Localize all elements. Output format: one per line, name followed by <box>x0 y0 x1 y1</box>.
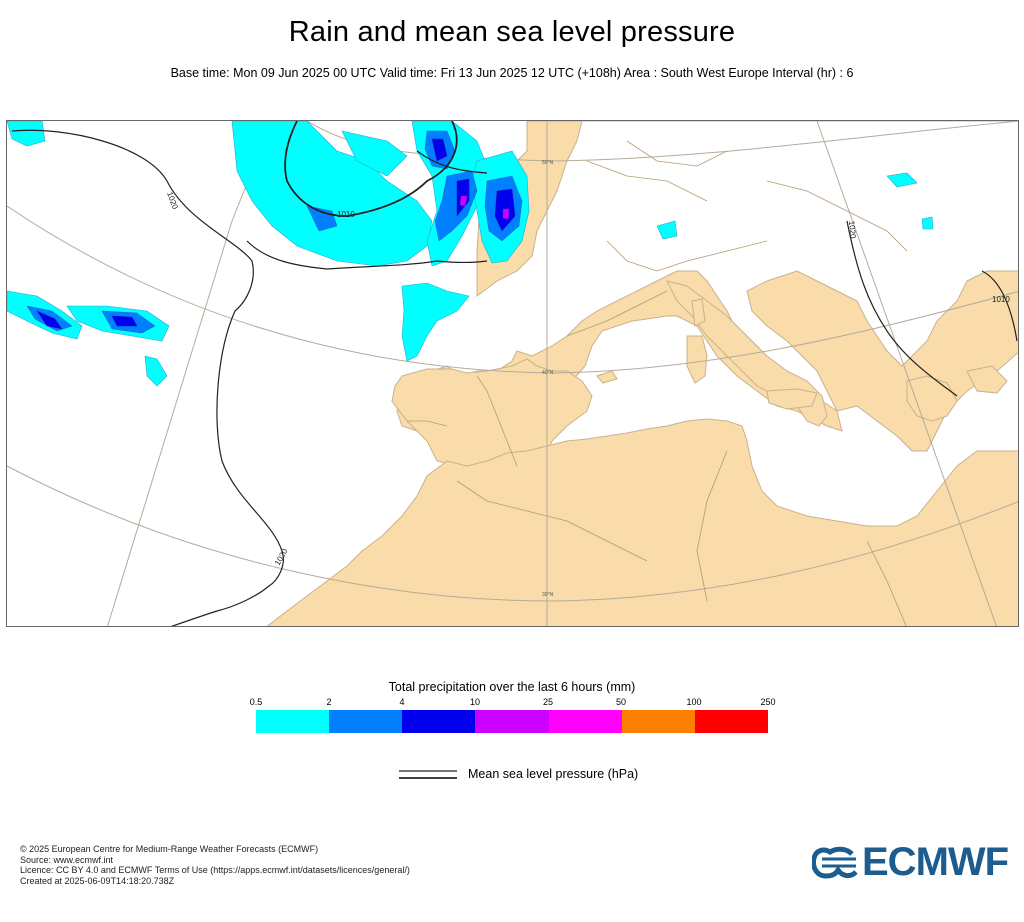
legend-tick: 4 <box>399 697 405 707</box>
ecmwf-logo-icon <box>812 846 858 879</box>
color-bar-cell <box>621 710 695 733</box>
legend-tick: 10 <box>469 697 481 707</box>
borders <box>407 140 908 626</box>
legend-title: Total precipitation over the last 6 hour… <box>388 680 636 694</box>
color-bar-cell <box>402 710 476 733</box>
legend-tick: 2 <box>326 697 332 707</box>
map-panel: 1020 1010 1020 1020 1010 50°N 40°N 30°N <box>6 120 1019 627</box>
chart-title: Rain and mean sea level pressure <box>288 16 736 48</box>
color-bar-cell <box>475 710 549 733</box>
isobar-label: 1010 <box>992 295 1010 304</box>
color-bar-cell <box>548 710 622 733</box>
mslp-legend-line <box>399 770 457 779</box>
footer-created: Created at 2025-06-09T14:18:20.738Z <box>20 875 175 886</box>
isobar-label: 1020 <box>273 547 290 567</box>
legend-tick: 25 <box>542 697 554 707</box>
legend-tick: 50 <box>615 697 627 707</box>
color-bar <box>256 710 768 733</box>
ecmwf-logo-text: ECMWF <box>862 840 1009 884</box>
lat-labels: 50°N 40°N 30°N <box>542 160 554 598</box>
mslp-legend-label: Mean sea level pressure (hPa) <box>468 767 639 781</box>
footer-source: Source: www.ecmwf.int <box>20 854 114 865</box>
lat-label: 40°N <box>542 370 554 376</box>
isobars <box>11 121 1018 626</box>
color-bar-cell <box>256 710 330 733</box>
legend-tick: 0.5 <box>249 697 263 707</box>
lat-label: 50°N <box>542 160 554 166</box>
color-bar-cell <box>694 710 768 733</box>
lat-label: 30°N <box>542 592 554 598</box>
footer-copyright: © 2025 European Centre for Medium-Range … <box>20 844 319 854</box>
precip-4 <box>36 138 516 330</box>
footer: © 2025 European Centre for Medium-Range … <box>20 844 410 886</box>
legend-tick: 250 <box>760 697 776 707</box>
footer-licence: Licence: CC BY 4.0 and ECMWF Terms of Us… <box>20 865 410 875</box>
color-bar-cell <box>329 710 403 733</box>
isobar-label: 1020 <box>165 191 180 211</box>
isobar-label: 1020 <box>847 220 858 239</box>
map-svg: 1020 1010 1020 1020 1010 50°N 40°N 30°N <box>7 121 1018 626</box>
isobar-label: 1010 <box>337 210 355 219</box>
legend-tick: 100 <box>686 697 702 707</box>
precip-10 <box>459 195 510 220</box>
chart-subtitle: Base time: Mon 09 Jun 2025 00 UTC Valid … <box>170 66 854 80</box>
